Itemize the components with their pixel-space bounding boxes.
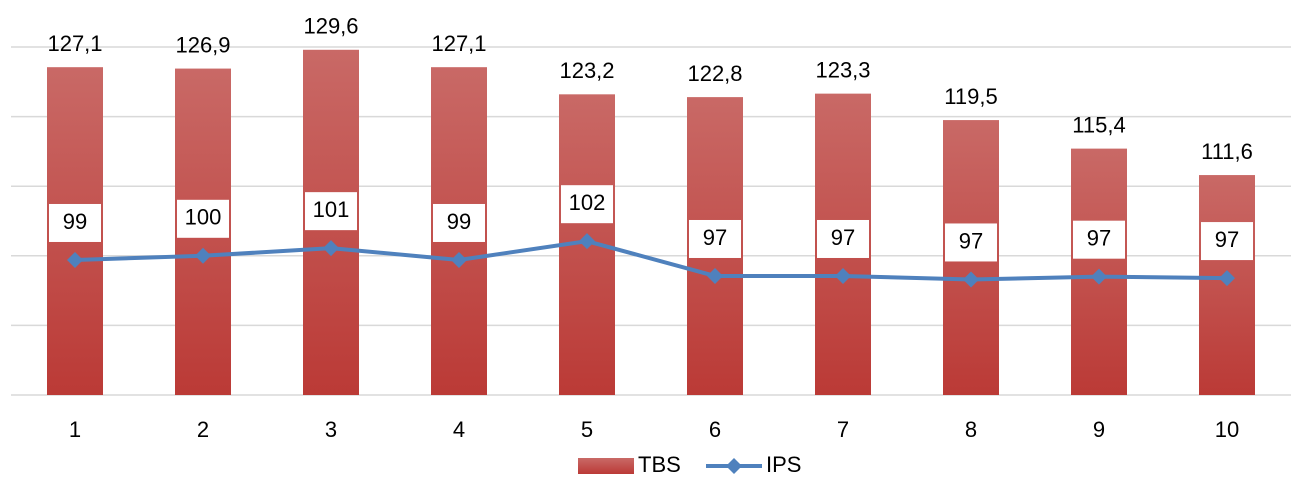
- x-tick-label: 10: [1215, 417, 1239, 442]
- line-value-label: 99: [447, 209, 471, 234]
- legend-swatch: [578, 458, 634, 474]
- legend-label: TBS: [638, 452, 681, 477]
- line-value-label: 100: [185, 205, 222, 230]
- x-tick-label: 4: [453, 417, 465, 442]
- value-label-box: [1201, 222, 1253, 261]
- line: [74, 239, 1228, 282]
- value-label-box: [689, 219, 741, 258]
- x-tick-label: 6: [709, 417, 721, 442]
- line-marker: [67, 251, 83, 268]
- bar-value-label: 122,8: [687, 61, 742, 86]
- x-tick-label: 5: [581, 417, 593, 442]
- x-tick-label: 1: [69, 417, 81, 442]
- line-marker: [963, 271, 979, 288]
- line-marker: [195, 247, 211, 264]
- line-marker: [579, 233, 595, 250]
- bar-value-label: 111,6: [1201, 139, 1253, 164]
- line-value-label: 97: [1215, 227, 1239, 252]
- x-tick-label: 7: [837, 417, 849, 442]
- bar-value-label: 126,9: [175, 32, 230, 57]
- line-value-label: 102: [569, 190, 606, 215]
- value-label-box: [305, 192, 357, 231]
- value-label-box: [945, 223, 997, 262]
- line-value-label: 101: [313, 197, 350, 222]
- value-label-box: [1073, 220, 1125, 259]
- line-marker: [323, 240, 339, 257]
- line-value-label: 97: [703, 225, 727, 250]
- line-marker: [707, 267, 723, 284]
- line-marker: [1091, 268, 1107, 285]
- line-value-label: 97: [959, 228, 983, 253]
- line-value-label: 97: [831, 225, 855, 250]
- bar-value-label: 129,6: [303, 14, 358, 39]
- line-value-label: 99: [63, 209, 87, 234]
- bar-value-label: 123,3: [815, 57, 870, 82]
- line-marker: [451, 251, 467, 268]
- line-marker: [1219, 270, 1235, 287]
- value-label-box: [177, 199, 229, 238]
- legend-label: IPS: [766, 452, 801, 477]
- legend-marker: [726, 458, 742, 474]
- value-label-box: [817, 219, 869, 258]
- bar-value-label: 119,5: [944, 84, 997, 109]
- x-tick-label: 8: [965, 417, 977, 442]
- bar-value-label: 115,4: [1072, 112, 1125, 137]
- value-label-box: [49, 203, 101, 242]
- value-label-box: [561, 185, 613, 224]
- line-value-label: 97: [1087, 225, 1111, 250]
- value-label-box: [433, 203, 485, 242]
- bar-value-label: 123,2: [559, 58, 614, 83]
- x-tick-label: 2: [197, 417, 209, 442]
- line-marker: [835, 267, 851, 284]
- x-tick-label: 9: [1093, 417, 1105, 442]
- bar-value-label: 127,1: [431, 31, 486, 56]
- bar-value-label: 127,1: [47, 31, 102, 56]
- x-tick-label: 3: [325, 417, 337, 442]
